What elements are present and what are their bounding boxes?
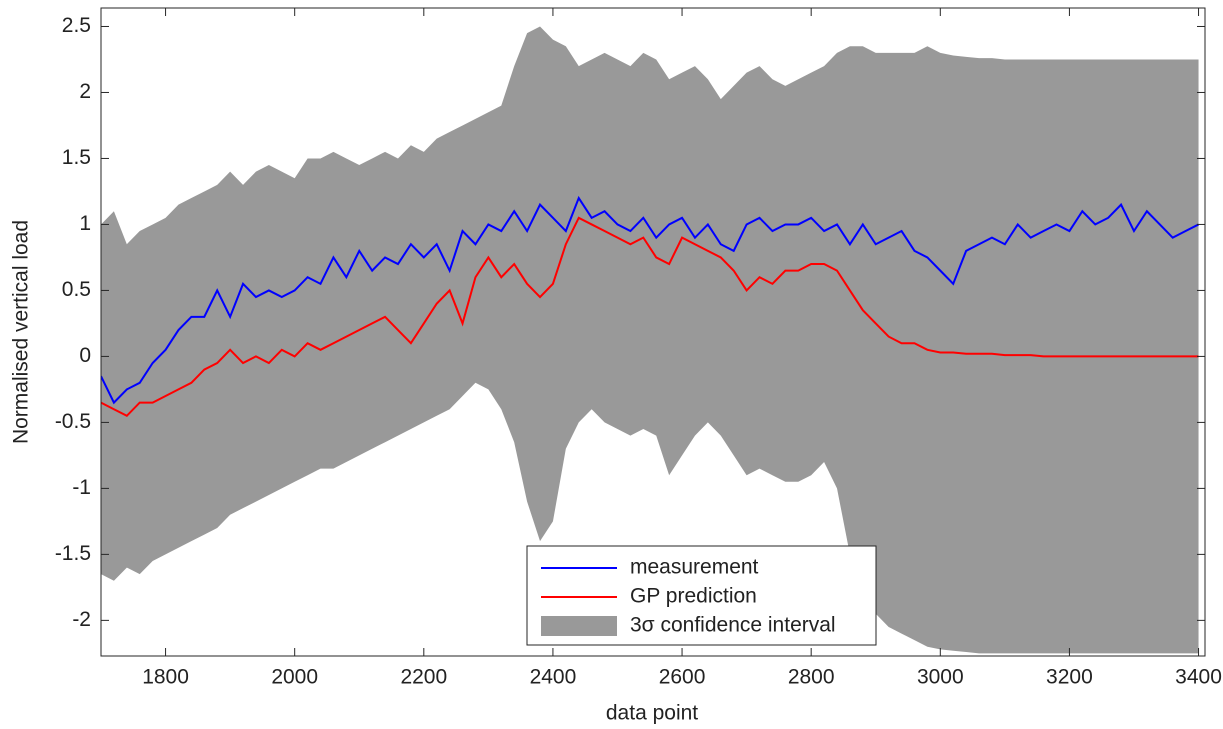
y-tick-label: 0.5 xyxy=(62,278,91,301)
x-tick-label: 2400 xyxy=(530,666,577,689)
plot-area xyxy=(101,26,1199,654)
x-tick-label: 2200 xyxy=(400,666,447,689)
y-tick-label: 0 xyxy=(79,344,91,367)
legend: measurement GP prediction 3σ confidence in… xyxy=(526,545,877,646)
x-axis-label: data point xyxy=(606,702,698,725)
legend-label: 3σ confidence interval xyxy=(630,614,836,637)
series-line xyxy=(101,195,1199,405)
y-tick-label: 1.5 xyxy=(62,146,91,169)
x-tick-label: 1800 xyxy=(142,666,189,689)
x-tick-label: 2600 xyxy=(659,666,706,689)
y-tick-label: -1.5 xyxy=(55,542,91,565)
legend-swatch xyxy=(541,616,617,636)
y-tick-label: 2.5 xyxy=(62,14,91,37)
y-tick-label: 2 xyxy=(79,80,91,103)
series-line xyxy=(101,216,1199,418)
x-tick-label: 3200 xyxy=(1046,666,1093,689)
y-tick-label: -0.5 xyxy=(55,410,91,433)
y-axis-label: Normalised vertical load xyxy=(10,220,33,444)
x-tick-label: 2000 xyxy=(271,666,318,689)
y-tick-label: -2 xyxy=(72,608,91,631)
x-tick-label: 3000 xyxy=(917,666,964,689)
y-tick-label: 1 xyxy=(79,212,91,235)
y-tick-label: -1 xyxy=(72,476,91,499)
confidence-band xyxy=(101,26,1199,654)
legend-label: GP prediction xyxy=(630,585,757,608)
legend-label: measurement xyxy=(630,556,759,579)
x-tick-label: 3400 xyxy=(1175,666,1222,689)
axes-box xyxy=(100,7,1206,657)
x-tick-label: 2800 xyxy=(788,666,835,689)
